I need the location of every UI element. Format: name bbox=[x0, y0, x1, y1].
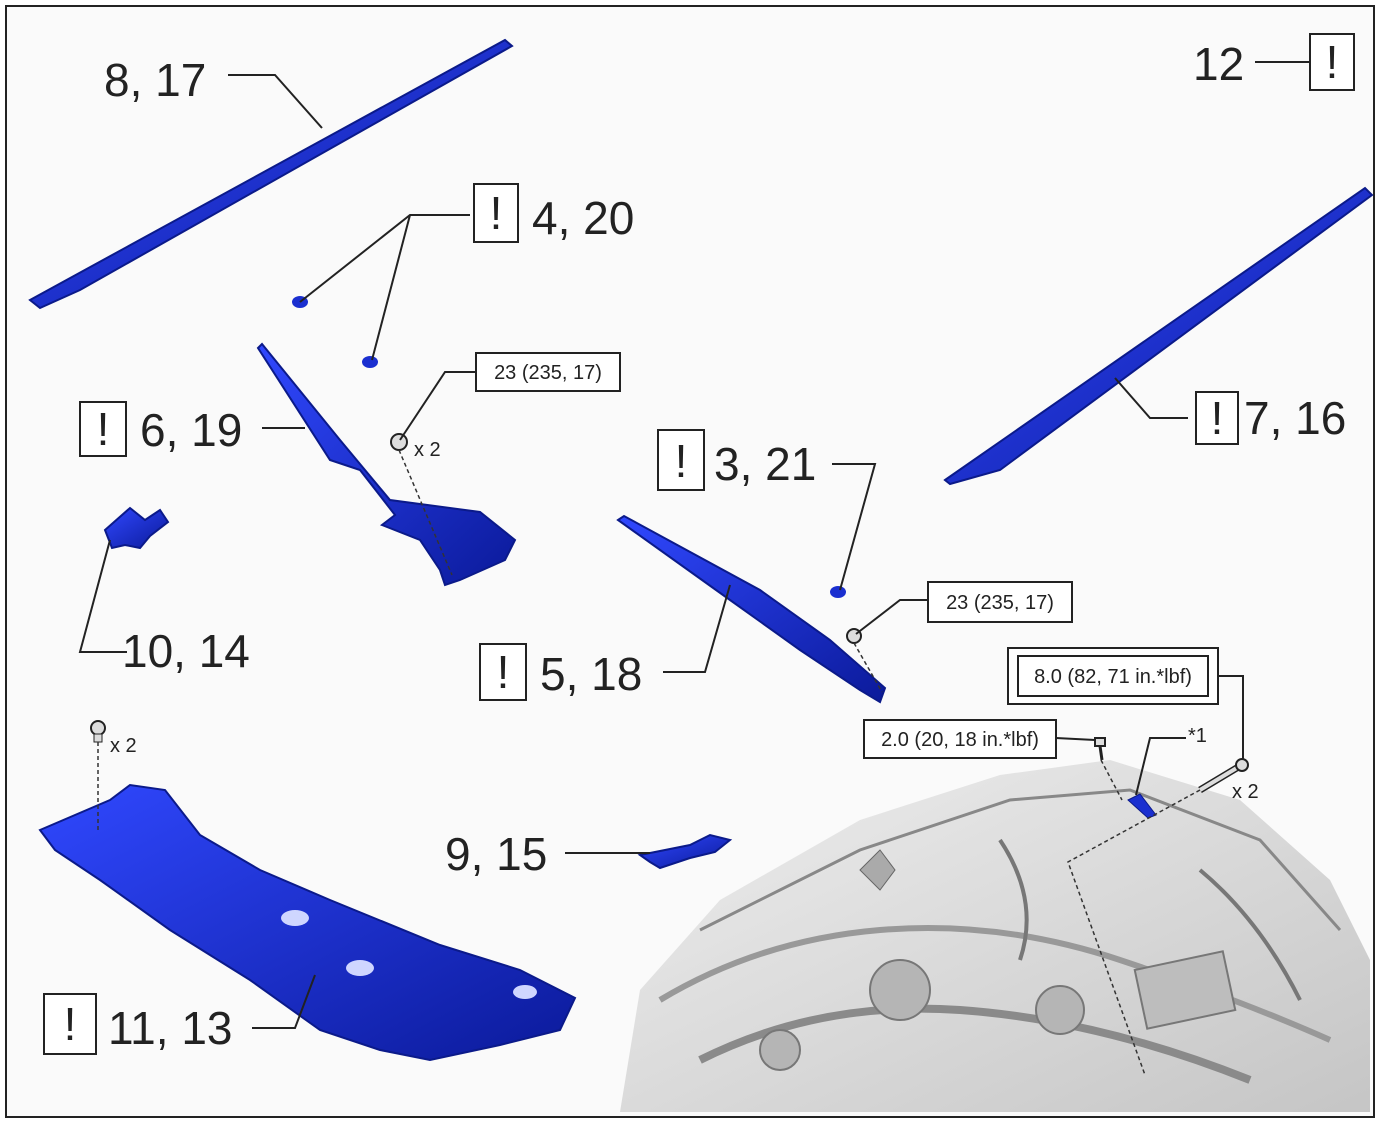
callout-6-19: 6, 19 bbox=[140, 404, 242, 456]
callout-5-18: 5, 18 bbox=[540, 648, 642, 700]
caution-box: ! bbox=[657, 429, 705, 491]
caution-box: ! bbox=[1309, 33, 1355, 91]
part-bracket-center bbox=[637, 833, 733, 870]
callout-8-17: 8, 17 bbox=[104, 54, 206, 106]
cowl-hole-1 bbox=[281, 910, 309, 926]
part-weatherstrip-right bbox=[943, 186, 1374, 486]
callout-12: 12 bbox=[1193, 38, 1244, 90]
callout-7-16: 7, 16 bbox=[1244, 392, 1346, 444]
torque-box: 23 (235, 17) bbox=[927, 581, 1073, 623]
leader-lines bbox=[78, 61, 1310, 1029]
quantity-label: x 2 bbox=[1232, 781, 1259, 803]
dashed-install-lines bbox=[97, 449, 1201, 1076]
torque-box: 8.0 (82, 71 in.*lbf) bbox=[1007, 647, 1219, 705]
part-wiper-arm-left bbox=[256, 342, 517, 587]
part-bracket-left bbox=[103, 506, 170, 550]
caution-box: ! bbox=[473, 183, 519, 243]
svg-text:!: ! bbox=[490, 187, 503, 239]
bolt-icon bbox=[1094, 737, 1249, 794]
svg-text:23 (235, 17): 23 (235, 17) bbox=[946, 592, 1054, 614]
caution-box: ! bbox=[479, 643, 527, 701]
svg-text:!: ! bbox=[64, 998, 77, 1050]
svg-text:!: ! bbox=[97, 403, 110, 455]
cowl-hole-2 bbox=[346, 960, 374, 976]
torque-box: 2.0 (20, 18 in.*lbf) bbox=[863, 719, 1057, 759]
engine-bay-illustration bbox=[620, 760, 1370, 1112]
clip-icon bbox=[90, 720, 106, 743]
svg-text:!: ! bbox=[1326, 36, 1339, 88]
cowl-hole-3 bbox=[513, 985, 537, 999]
svg-text:!: ! bbox=[497, 646, 510, 698]
callout-10-14: 10, 14 bbox=[122, 625, 250, 677]
caution-box: ! bbox=[79, 401, 127, 457]
part-cap-3 bbox=[830, 586, 846, 598]
callout-3-21: 3, 21 bbox=[714, 438, 816, 490]
svg-text:23 (235, 17): 23 (235, 17) bbox=[494, 362, 602, 384]
part-weatherstrip-left bbox=[28, 38, 514, 310]
callout-4-20: 4, 20 bbox=[532, 192, 634, 244]
part-hood-bracket bbox=[1127, 793, 1157, 819]
svg-text:!: ! bbox=[1211, 392, 1224, 444]
part-cap-2 bbox=[362, 356, 378, 368]
svg-text:2.0 (20, 18 in.*lbf): 2.0 (20, 18 in.*lbf) bbox=[881, 729, 1039, 751]
callout-star-1: *1 bbox=[1188, 725, 1207, 747]
part-cowl-panel bbox=[38, 783, 577, 1062]
callout-9-15: 9, 15 bbox=[445, 828, 547, 880]
svg-text:!: ! bbox=[675, 435, 688, 487]
quantity-label: x 2 bbox=[414, 439, 441, 461]
quantity-label: x 2 bbox=[110, 735, 137, 757]
callout-11-13: 11, 13 bbox=[108, 1002, 232, 1054]
caution-box: ! bbox=[43, 993, 97, 1055]
svg-text:8.0 (82, 71 in.*lbf): 8.0 (82, 71 in.*lbf) bbox=[1034, 666, 1192, 688]
part-wiper-arm-right bbox=[616, 514, 887, 704]
torque-box: 23 (235, 17) bbox=[475, 352, 621, 392]
caution-box: ! bbox=[1195, 391, 1239, 445]
